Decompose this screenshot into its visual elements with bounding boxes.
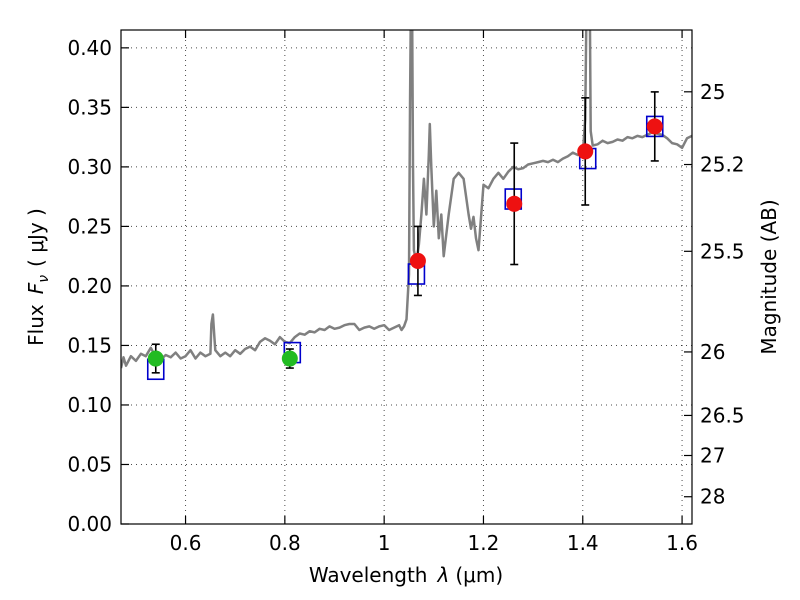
spectrum-layer	[121, 30, 692, 369]
spectrum-line	[121, 30, 692, 369]
y2-tick-label: 26	[700, 340, 725, 364]
y-tick-label: 0.05	[67, 452, 112, 476]
y2-tick-label: 27	[700, 444, 725, 468]
y2-tick-label: 26.5	[700, 403, 745, 427]
observed-point	[646, 118, 663, 135]
observed-point	[147, 350, 164, 367]
x-axis: 0.6 0.8 1 1.2 1.4 1.6	[170, 30, 698, 555]
x-tick-label: 1.4	[567, 531, 599, 555]
y2-tick-label: 28	[700, 485, 725, 509]
y2-tick-label: 25	[700, 80, 725, 104]
x-tick-label: 0.6	[170, 531, 202, 555]
y2-tick-label: 25.2	[700, 153, 745, 177]
observed-points-layer	[147, 118, 663, 367]
secondary-y-axis: 25 25.2 25.5 26 26.5 27 28	[684, 80, 745, 509]
y-axis: 0.00 0.05 0.10 0.15 0.20 0.25 0.30 0.35 0.40	[67, 36, 129, 536]
y-tick-label: 0.30	[67, 155, 112, 179]
y-tick-label: 0.35	[67, 95, 112, 119]
y-tick-label: 0.00	[67, 512, 112, 536]
observed-point	[281, 350, 298, 367]
observed-point	[409, 252, 426, 269]
grid	[121, 30, 692, 525]
y-axis-label: FluxFν( μJy )	[24, 208, 52, 346]
y-tick-label: 0.40	[67, 36, 112, 60]
x-axis-label: Wavelength λ (μm)	[309, 563, 503, 587]
secondary-y-axis-label: Magnitude (AB)	[757, 199, 781, 354]
y-tick-label: 0.25	[67, 214, 112, 238]
x-tick-label: 1.2	[468, 531, 500, 555]
observed-point	[506, 195, 523, 212]
y-tick-label: 0.20	[67, 274, 112, 298]
y-tick-label: 0.15	[67, 333, 112, 357]
y-tick-label: 0.10	[67, 393, 112, 417]
x-tick-label: 0.8	[269, 531, 301, 555]
y2-tick-label: 25.5	[700, 239, 745, 263]
plot-frame	[120, 29, 693, 525]
x-tick-label: 1	[378, 531, 391, 555]
x-tick-label: 1.6	[666, 531, 698, 555]
observed-point	[577, 143, 594, 160]
